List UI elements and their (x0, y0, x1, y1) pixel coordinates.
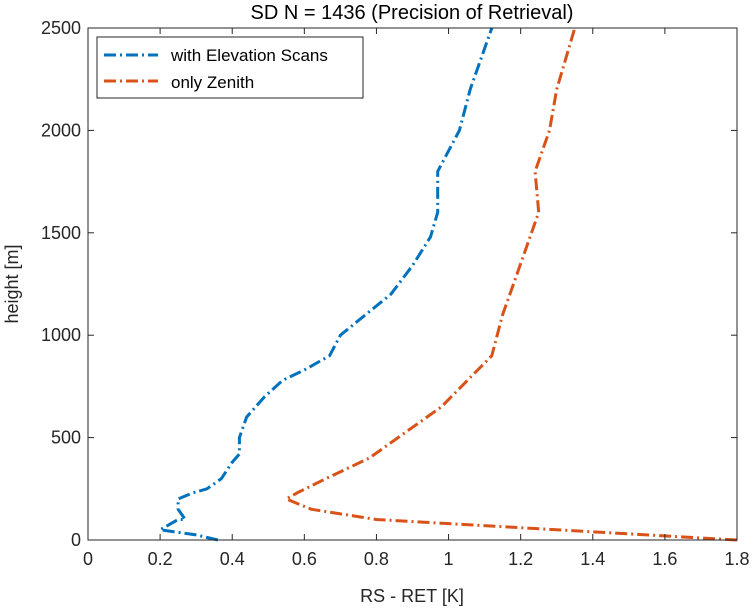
chart-title: SD N = 1436 (Precision of Retrieval) (251, 2, 574, 24)
y-axis-label: height [m] (2, 244, 22, 323)
x-tick-label: 1.8 (724, 549, 749, 569)
x-tick-label: 0.2 (148, 549, 173, 569)
x-tick-label: 1.4 (580, 549, 605, 569)
y-tick-label: 500 (51, 428, 81, 448)
series-line-elevation-scans (158, 27, 494, 542)
legend-label-elevation: with Elevation Scans (170, 46, 328, 65)
ticks-layer: 0 0.2 0.4 0.6 0.8 1 1.2 1.4 1.6 1.8 0 500 1000 1500 20… (41, 18, 750, 569)
legend-box (96, 36, 364, 99)
x-tick-label: 0 (83, 549, 93, 569)
y-tick-label: 0 (71, 530, 81, 550)
x-axis-label: RS - RET [K] (360, 586, 464, 606)
x-tick-label: 1 (444, 549, 454, 569)
y-tick-label: 2500 (41, 18, 81, 38)
x-tick-label: 1.2 (508, 549, 533, 569)
x-tick-label: 1.6 (652, 549, 677, 569)
x-tick-label: 0.4 (220, 549, 245, 569)
axes-box (87, 27, 738, 541)
legend-label-zenith: only Zenith (171, 73, 254, 92)
series-line-only-zenith (284, 27, 738, 542)
x-tick-label: 0.6 (292, 549, 317, 569)
y-tick-label: 2000 (41, 120, 81, 140)
y-tick-label: 1500 (41, 223, 81, 243)
y-tick-label: 1000 (41, 325, 81, 345)
legend: with Elevation Scans only Zenith (96, 36, 364, 99)
plot-area (88, 28, 737, 540)
series-layer (158, 27, 738, 542)
x-tick-label: 0.8 (364, 549, 389, 569)
